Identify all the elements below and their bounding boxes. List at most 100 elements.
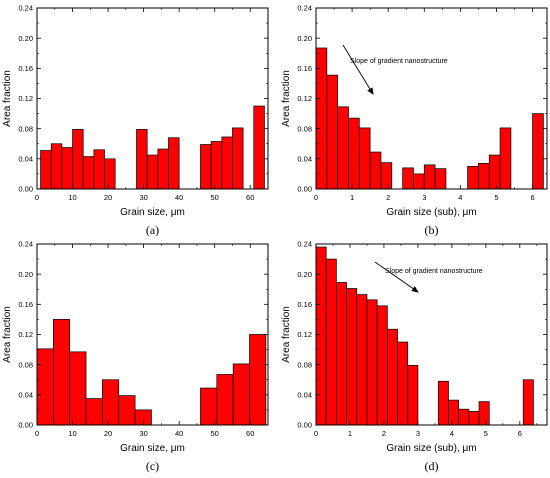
bar [437, 380, 449, 426]
x-axis-label: Grain size, μm [120, 207, 185, 218]
y-tick-label: 0.20 [18, 34, 33, 43]
x-tick-label: 4 [450, 429, 454, 438]
bar [532, 113, 544, 190]
annotation-text: Slope of gradient nanostructure [350, 58, 448, 65]
annotation-arrow [342, 44, 374, 95]
x-tick-label: 40 [175, 429, 183, 438]
bar [397, 341, 409, 426]
bar [346, 288, 358, 426]
y-tick-label: 0.16 [297, 300, 312, 309]
y-tick-label: 0.16 [18, 300, 33, 309]
x-tick-label: 50 [211, 429, 219, 438]
bar [413, 173, 425, 190]
bar [249, 334, 267, 426]
bar [407, 365, 419, 426]
y-tick-label: 0.20 [18, 270, 33, 279]
x-tick-label: 0 [35, 429, 39, 438]
bar [146, 154, 159, 190]
bar [232, 127, 244, 190]
x-tick-label: 10 [68, 193, 76, 202]
annotation-arrow [374, 261, 419, 293]
x-tick-label: 40 [175, 193, 183, 202]
x-tick-label: 2 [382, 429, 386, 438]
x-tick-label: 20 [104, 429, 112, 438]
bar [82, 156, 95, 190]
bar [221, 136, 233, 190]
bar [326, 74, 339, 190]
bar [315, 47, 328, 190]
x-tick-label: 6 [518, 429, 522, 438]
bar [200, 144, 212, 190]
bar [386, 328, 398, 426]
bar [369, 151, 382, 190]
y-tick-label: 0.00 [297, 185, 312, 194]
bar [522, 379, 534, 426]
y-tick-label: 0.04 [297, 154, 312, 163]
x-tick-label: 3 [422, 193, 426, 202]
bar [210, 141, 223, 190]
x-tick-label: 5 [494, 193, 498, 202]
bar [118, 395, 136, 426]
bar [168, 137, 180, 190]
bar [136, 129, 148, 190]
y-axis-label: Area fraction [2, 70, 13, 127]
bar [232, 363, 250, 426]
bar [157, 148, 169, 190]
y-tick-label: 0.12 [18, 330, 33, 339]
y-axis-label: Area fraction [2, 306, 13, 363]
x-tick-label: 1 [350, 193, 354, 202]
x-tick-label: 0 [314, 193, 318, 202]
x-tick-label: 60 [246, 429, 254, 438]
panel-label: (d) [425, 459, 439, 473]
bar [93, 149, 105, 190]
bar [69, 351, 87, 426]
bar [85, 398, 103, 426]
bar [478, 163, 490, 190]
bar [499, 127, 512, 190]
y-tick-label: 0.20 [297, 270, 312, 279]
bar [402, 167, 414, 190]
y-tick-label: 0.16 [18, 64, 33, 73]
x-tick-label: 3 [416, 429, 420, 438]
x-tick-label: 30 [139, 429, 147, 438]
bar [336, 282, 347, 426]
bar [36, 348, 54, 426]
bar [488, 154, 501, 190]
bar [40, 150, 52, 190]
x-tick-label: 2 [386, 193, 390, 202]
chart-panel-a: 0.00 0.04 0.08 0.12 0.16 0.20 0.24 0 10 20 30 40 50 6… [2, 4, 269, 237]
y-tick-label: 0.04 [18, 390, 33, 399]
x-axis-label: Grain size (sub), μm [386, 207, 476, 218]
bar [380, 162, 393, 190]
panel-label: (a) [146, 223, 159, 237]
y-tick-label: 0.08 [18, 124, 33, 133]
y-tick-label: 0.08 [297, 360, 312, 369]
bar [478, 401, 490, 426]
bar [348, 117, 360, 190]
bar [253, 105, 265, 190]
x-axis-label: Grain size, μm [120, 443, 185, 454]
y-tick-label: 0.08 [18, 360, 33, 369]
y-tick-label: 0.24 [297, 4, 312, 13]
y-tick-label: 0.20 [297, 34, 312, 43]
bar [50, 143, 63, 190]
panel-label: (b) [425, 223, 439, 237]
bar [423, 164, 436, 190]
bar [467, 166, 479, 190]
bar [448, 399, 460, 426]
y-tick-label: 0.00 [18, 421, 33, 430]
x-tick-label: 4 [458, 193, 462, 202]
x-tick-label: 0 [314, 429, 318, 438]
bar [200, 387, 218, 426]
y-tick-label: 0.16 [297, 64, 312, 73]
bar [337, 106, 349, 190]
x-tick-label: 1 [348, 429, 352, 438]
y-tick-label: 0.04 [297, 390, 312, 399]
bar [468, 411, 480, 426]
x-tick-label: 0 [35, 193, 39, 202]
y-tick-label: 0.12 [18, 94, 33, 103]
x-tick-label: 6 [530, 193, 534, 202]
y-tick-label: 0.24 [297, 240, 312, 249]
bar [434, 168, 447, 190]
chart-panel-b: 0.00 0.04 0.08 0.12 0.16 0.20 0.24 0 1 2 3 4 5 6 Grain… [281, 4, 548, 237]
